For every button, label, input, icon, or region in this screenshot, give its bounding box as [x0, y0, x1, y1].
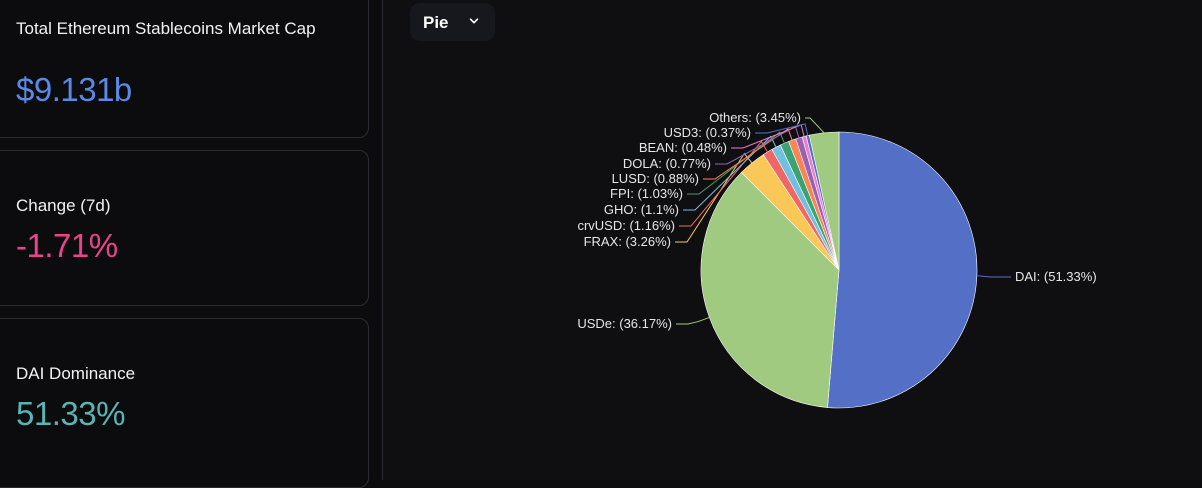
slice-label-lusd: LUSD: (0.88%): [612, 171, 699, 186]
change-7d-label: Change (7d): [16, 196, 111, 215]
leader-line-fpi: [687, 131, 785, 195]
leader-line-usd3: [755, 123, 809, 136]
leader-line-usde: [676, 316, 710, 325]
pie-slice-dai[interactable]: [827, 131, 978, 409]
slice-label-dola: DOLA: (0.77%): [623, 156, 711, 171]
chevron-down-icon: [469, 18, 479, 24]
market-cap-card: Total Ethereum Stablecoins Market Cap $9…: [0, 0, 369, 138]
chart-type-label: Pie: [423, 13, 449, 32]
change-7d-card: Change (7d) -1.71%: [0, 150, 369, 306]
slice-label-others: Others: (3.45%): [709, 110, 801, 125]
leader-line-lusd: [703, 128, 793, 180]
leader-line-bean: [731, 124, 805, 149]
market-cap-value: $9.131b: [16, 71, 132, 108]
slice-label-gho: GHO: (1.1%): [604, 202, 679, 217]
dai-dominance-value: 51.33%: [16, 395, 125, 432]
slice-label-crvusd: crvUSD: (1.16%): [577, 218, 675, 233]
chart-type-select[interactable]: Pie: [410, 3, 495, 41]
pie-chart: DAI: (51.33%) USDe: (36.17%) FRAX: (3.26%)…: [577, 110, 1097, 409]
leader-line-gho: [683, 135, 777, 211]
leader-line-others: [805, 117, 825, 134]
change-7d-value: -1.71%: [16, 227, 118, 264]
pie-slice-usde[interactable]: [700, 171, 840, 408]
leader-line-dai: [976, 275, 1011, 278]
dai-dominance-label: DAI Dominance: [16, 364, 136, 383]
slice-label-fpi: FPI: (1.03%): [610, 186, 683, 201]
leader-line-dola: [715, 125, 800, 165]
leader-line-crvusd: [679, 140, 768, 227]
slice-label-dai: DAI: (51.33%): [1015, 269, 1097, 284]
slice-label-usd3: USD3: (0.37%): [664, 125, 751, 140]
market-cap-label: Total Ethereum Stablecoins Market Cap: [16, 19, 316, 38]
slice-label-usde: USDe: (36.17%): [577, 316, 672, 331]
slice-label-frax: FRAX: (3.26%): [584, 234, 671, 249]
slice-label-bean: BEAN: (0.48%): [639, 140, 727, 155]
